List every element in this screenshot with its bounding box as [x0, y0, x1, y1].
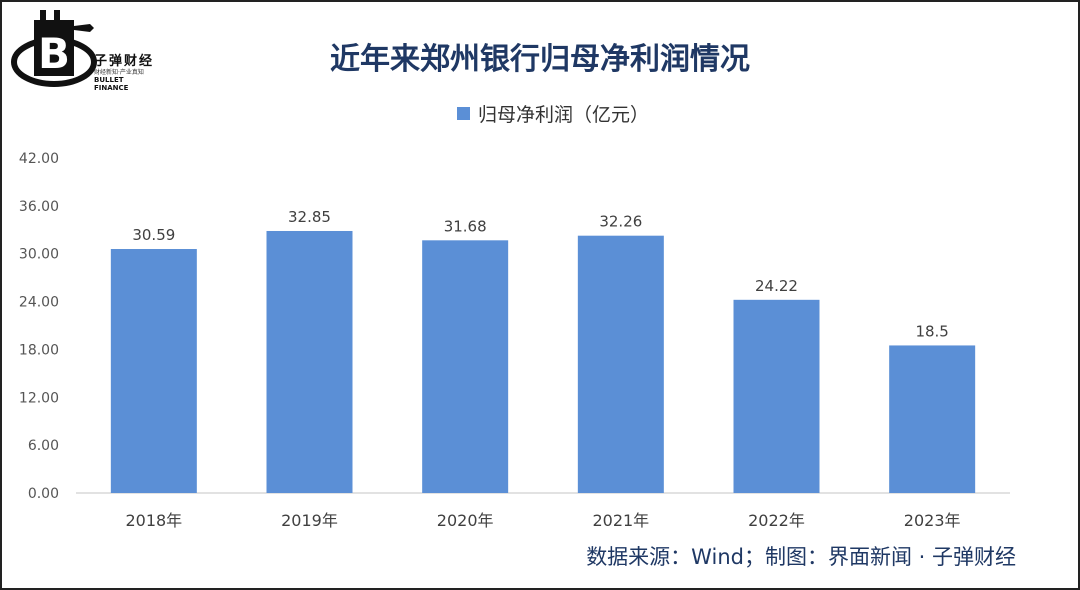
- data-label: 32.26: [599, 213, 642, 231]
- data-label: 31.68: [444, 217, 487, 235]
- y-tick-label: 24.00: [19, 295, 59, 311]
- y-tick-label: 0.00: [28, 486, 59, 502]
- bar: [733, 299, 820, 493]
- bar: [110, 249, 197, 493]
- bullet-finance-logo-icon: B: [11, 10, 97, 87]
- x-tick-label: 2020年: [437, 511, 494, 530]
- y-tick-label: 18.00: [19, 342, 59, 358]
- x-tick-label: 2022年: [748, 511, 805, 530]
- y-tick-label: 36.00: [19, 199, 59, 215]
- data-label: 24.22: [755, 277, 798, 295]
- y-tick-label: 30.00: [19, 247, 59, 263]
- y-tick-label: 12.00: [19, 390, 59, 406]
- x-tick-label: 2019年: [281, 511, 338, 530]
- y-tick-label: 6.00: [28, 438, 59, 454]
- brand-name-cn: 子弹财经: [94, 54, 155, 69]
- x-tick-label: 2023年: [904, 511, 961, 530]
- brand-tagline: 财经新知·产业真知: [94, 69, 144, 76]
- bar: [577, 235, 664, 493]
- data-label: 30.59: [132, 226, 175, 244]
- chart-legend: 归母净利润（亿元）: [457, 100, 649, 126]
- brand-name-en: BULLET FINANCE: [94, 76, 129, 92]
- chart-title: 近年来郑州银行归母净利润情况: [330, 42, 750, 77]
- bar: [889, 345, 976, 493]
- data-label: 18.5: [915, 322, 948, 340]
- data-label: 32.85: [288, 208, 331, 226]
- y-tick-label: 42.00: [19, 151, 59, 167]
- legend-label: 归母净利润（亿元）: [478, 103, 650, 126]
- logo-letter: B: [38, 29, 70, 78]
- legend-swatch: [457, 106, 470, 120]
- brand-logo: B 子弹财经 财经新知·产业真知 BULLET FINANCE: [8, 6, 158, 92]
- source-note: 数据来源：Wind；制图：界面新闻 · 子弹财经: [586, 545, 1016, 569]
- x-tick-label: 2018年: [125, 511, 182, 530]
- x-tick-label: 2021年: [592, 511, 649, 530]
- bar: [422, 240, 509, 493]
- bar: [266, 230, 353, 493]
